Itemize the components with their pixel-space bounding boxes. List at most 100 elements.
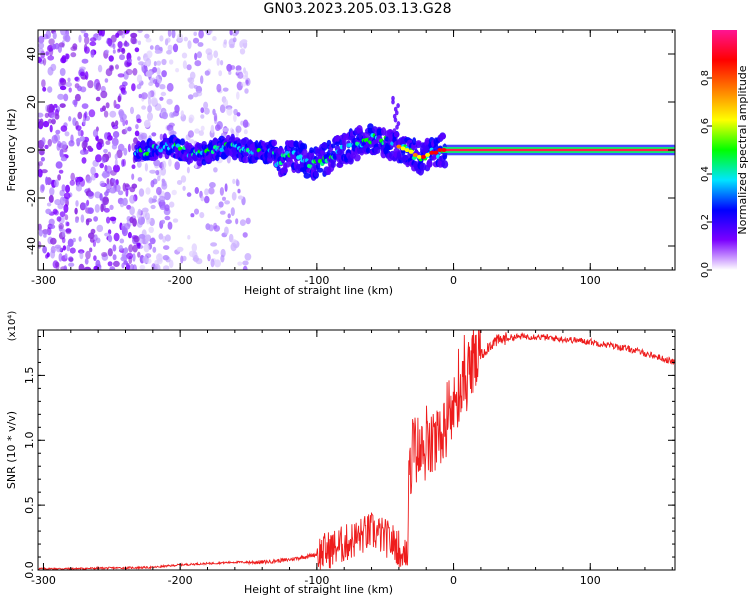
band-core [408,149,414,154]
noise-cell [163,265,170,270]
noise-cell [104,78,109,83]
noise-cell [199,212,205,219]
noise-cell [112,254,117,261]
noise-cell [189,71,196,80]
noise-cell [55,161,63,169]
colorbar-label: Normalized spectral amplitude [736,65,749,234]
noise-cell [200,195,205,202]
noise-cell [117,73,125,78]
noise-cell [120,87,126,94]
noise-cell [81,58,89,64]
noise-cell [89,37,97,42]
noise-cell [132,218,137,227]
noise-cell [151,132,157,137]
band-cell [392,113,397,119]
x-tick-label: -200 [168,574,193,587]
noise-cell [95,154,102,163]
x-tick-label: -200 [168,274,193,287]
noise-cell [51,118,56,125]
x-tick-label: -300 [31,274,56,287]
band-cell [321,142,328,149]
noise-cell [42,57,47,66]
noise-cell [112,43,116,50]
band-cell [313,170,318,177]
noise-cell [38,147,45,156]
noise-cell [122,254,127,260]
noise-cell [136,220,143,228]
x-tick-label: -100 [304,274,329,287]
noise-cell [144,212,150,221]
noise-cell [150,97,158,106]
band-cell [401,148,406,156]
noise-cell [159,195,166,203]
noise-cell [150,180,155,188]
noise-cell [166,37,171,43]
x-tick-label: 0 [450,574,457,587]
band-core [441,148,447,152]
noise-cell [107,248,113,257]
noise-cell [59,85,67,91]
band-cell [393,131,400,138]
noise-cell [80,71,85,77]
noise-cell [157,175,161,182]
noise-cell [61,237,66,244]
noise-cell [186,166,190,174]
noise-cell [74,176,80,183]
y-tick-label: 1.0 [23,432,36,450]
noise-cell [198,30,204,39]
noise-cell [216,57,220,66]
noise-cell [143,61,150,66]
noise-cell [99,180,105,187]
noise-cell [237,261,243,266]
band-cell [439,133,446,140]
noise-cell [75,184,82,192]
noise-cell [138,234,146,239]
noise-cell [222,87,229,92]
noise-cell [84,71,89,80]
noise-cell [124,183,130,188]
noise-cell [144,33,150,39]
y-tick-label: 20 [25,95,38,109]
x-tick-label: 0 [450,274,457,287]
noise-cell [139,264,146,270]
noise-cell [187,235,191,240]
y-axis-multiplier: (x10⁴) [7,311,18,342]
noise-cell [141,105,147,110]
noise-cell [38,56,42,63]
noise-cell [129,206,135,216]
noise-cell [45,51,50,56]
snr-series-line [38,330,675,570]
noise-cell [182,60,187,69]
noise-cell [127,231,132,239]
band-cell [426,160,433,168]
noise-cell [176,246,184,252]
noise-cell [105,165,112,174]
noise-cell [161,58,167,66]
noise-cell [168,122,175,128]
noise-cell [42,86,47,92]
band-cell [396,103,400,109]
noise-cell [141,63,144,72]
noise-cell [53,103,58,108]
noise-cell [136,118,142,124]
noise-cell [142,255,148,264]
noise-cell [239,219,246,227]
noise-cell [127,143,131,153]
band-cell [410,145,418,151]
noise-cell [191,243,197,253]
noise-cell [77,111,83,120]
noise-cell [154,49,161,54]
noise-cell [235,178,239,187]
figure-title: GN03.2023.205.03.13.G28 [263,1,452,17]
noise-cell [161,160,167,169]
noise-cell [129,186,136,193]
noise-cell [186,192,192,197]
noise-cell [171,30,176,39]
noise-cell [46,252,50,258]
noise-cell [84,266,91,270]
noise-cell [95,82,102,91]
noise-cell [56,216,62,222]
noise-cell [97,64,103,73]
noise-cell [62,245,67,251]
noise-cell [85,176,92,184]
